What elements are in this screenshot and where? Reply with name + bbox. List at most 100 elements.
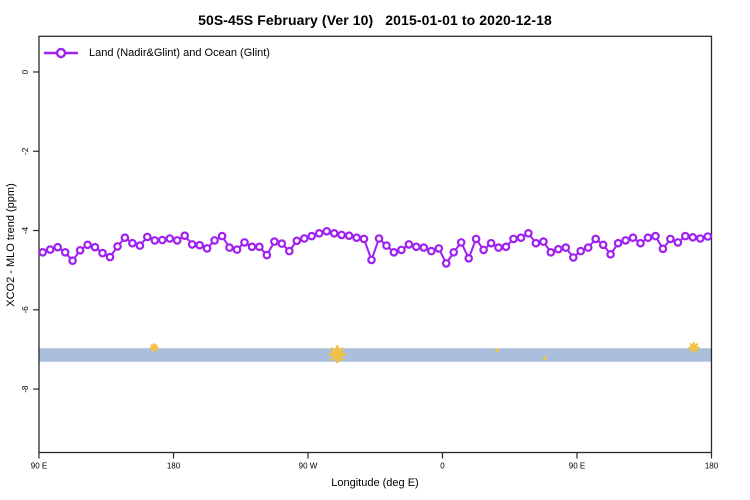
data-point-marker xyxy=(651,231,660,241)
data-point-marker xyxy=(583,243,593,252)
x-tick-label: 0 xyxy=(440,462,445,471)
x-axis-label: Longitude (deg E) xyxy=(331,477,419,489)
data-point-marker xyxy=(75,246,85,255)
data-point-marker xyxy=(591,234,601,244)
data-point-marker xyxy=(568,253,578,262)
legend-line-sample xyxy=(44,47,78,59)
y-axis-label: XCO2 - MLO trend (ppm) xyxy=(5,183,17,307)
data-point-marker xyxy=(217,231,227,241)
data-point-marker xyxy=(38,248,48,257)
data-point-marker xyxy=(68,256,77,266)
data-point-marker xyxy=(53,242,63,252)
data-point-marker xyxy=(98,248,107,258)
data-point-marker xyxy=(471,234,481,244)
data-point-marker xyxy=(441,259,451,268)
data-point-marker xyxy=(426,246,436,256)
x-tick-label: 90 E xyxy=(569,462,585,471)
data-point-marker xyxy=(576,246,586,256)
data-point-marker xyxy=(202,244,212,253)
flag-dot xyxy=(495,348,499,353)
data-point-marker xyxy=(703,232,713,241)
data-point-marker xyxy=(374,234,384,243)
data-point-marker xyxy=(606,250,615,259)
data-point-marker xyxy=(83,240,92,250)
data-point-marker xyxy=(135,241,145,250)
y-tick-label: -6 xyxy=(21,306,30,314)
data-point-marker xyxy=(299,234,309,243)
data-point-marker xyxy=(247,242,257,252)
data-point-marker xyxy=(636,238,645,248)
data-point-marker xyxy=(673,238,683,247)
data-point-marker xyxy=(553,244,563,254)
data-point-marker xyxy=(359,234,369,244)
x-tick-label: 180 xyxy=(167,462,181,471)
data-point-marker xyxy=(367,255,376,265)
data-point-marker xyxy=(658,244,668,254)
data-point-marker xyxy=(434,244,444,253)
x-tick-label: 90 W xyxy=(299,462,318,471)
data-point-marker xyxy=(165,234,175,243)
flag-marks xyxy=(149,341,700,364)
data-point-marker xyxy=(464,253,474,263)
data-point-marker xyxy=(284,246,294,256)
x-tick-label: 180 xyxy=(705,462,719,471)
x-tick-label: 90 E xyxy=(31,462,47,471)
y-tick-label: -2 xyxy=(21,147,30,155)
data-point-marker xyxy=(277,239,287,248)
data-point-marker xyxy=(456,238,466,247)
data-point-marker xyxy=(322,227,332,236)
data-point-marker xyxy=(494,243,503,252)
data-point-marker xyxy=(45,245,55,254)
data-point-marker xyxy=(255,242,264,252)
data-point-marker xyxy=(561,243,571,252)
data-point-marker xyxy=(128,238,137,248)
data-point-marker xyxy=(232,245,242,254)
data-point-marker xyxy=(516,233,526,243)
data-point-marker xyxy=(666,234,675,244)
flag-star xyxy=(328,345,347,364)
data-point-marker xyxy=(195,240,205,250)
data-point-marker xyxy=(270,237,279,246)
data-point-marker xyxy=(389,248,399,257)
y-tick-label: 0 xyxy=(21,69,30,74)
legend-label: Land (Nadir&Glint) and Ocean (Glint) xyxy=(89,47,270,59)
axes: 90 E 180 90 W 0 90 E 180 0 -2 -4 -6 -8 xyxy=(21,69,719,470)
data-point-marker xyxy=(524,229,533,238)
data-point-marker xyxy=(90,242,100,252)
data-point-marker xyxy=(292,236,302,246)
flag-dot xyxy=(543,356,547,360)
series-markers xyxy=(38,227,713,268)
data-point-marker xyxy=(210,236,219,245)
data-point-marker xyxy=(688,233,698,242)
data-point-marker xyxy=(143,232,152,242)
data-point-marker xyxy=(150,236,160,245)
data-point-marker xyxy=(628,233,638,243)
data-point-marker xyxy=(120,233,130,243)
data-point-marker xyxy=(314,229,324,238)
y-tick-label: -8 xyxy=(21,385,30,393)
plot-frame xyxy=(38,35,713,454)
data-point-marker xyxy=(419,243,429,252)
data-point-marker xyxy=(486,238,496,248)
shaded-band xyxy=(39,348,712,362)
data-point-marker xyxy=(344,231,354,241)
data-point-marker xyxy=(187,240,197,249)
data-point-marker xyxy=(509,234,518,244)
data-point-marker xyxy=(680,231,690,241)
data-point-marker xyxy=(598,240,608,250)
data-point-marker xyxy=(539,237,548,246)
data-point-marker xyxy=(479,245,488,255)
data-point-marker xyxy=(501,242,511,252)
flag-star xyxy=(688,341,700,354)
data-point-marker xyxy=(158,235,167,245)
data-point-marker xyxy=(262,250,272,260)
data-point-marker xyxy=(449,248,459,257)
data-point-marker xyxy=(60,248,70,257)
data-point-marker xyxy=(240,238,249,247)
data-point-marker xyxy=(695,234,705,243)
data-point-marker xyxy=(329,229,339,238)
data-point-marker xyxy=(180,231,190,241)
data-point-marker xyxy=(643,233,653,243)
